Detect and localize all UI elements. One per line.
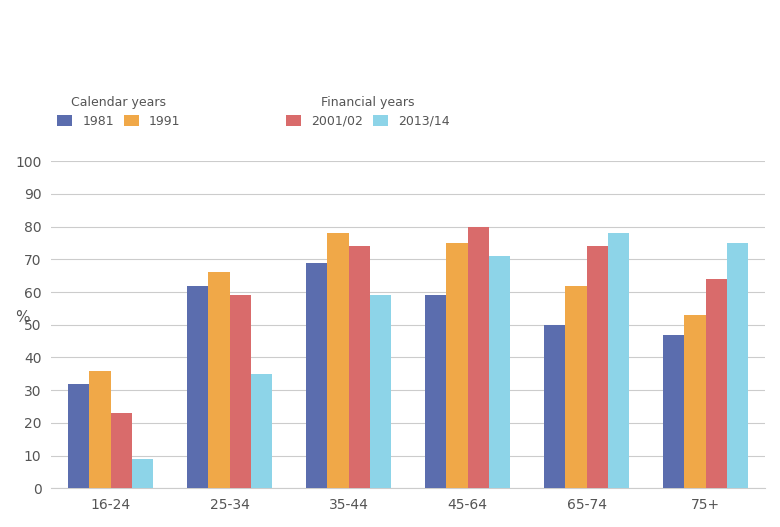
Bar [705,279,727,489]
Bar [446,243,467,489]
Bar [68,384,89,489]
Bar [186,286,208,489]
Bar [727,243,748,489]
Bar [565,286,587,489]
Bar [544,325,565,489]
Bar [489,256,510,489]
Bar [467,227,489,489]
Bar [208,272,229,489]
Bar [89,370,111,489]
Bar [251,374,272,489]
Bar [229,295,251,489]
Bar [349,246,370,489]
Bar [306,262,327,489]
Bar [663,335,684,489]
Bar [424,295,446,489]
Bar [111,413,132,489]
Bar [132,459,154,489]
Bar [684,315,705,489]
Y-axis label: %: % [16,310,30,325]
Legend: 2001/02, 2013/14: 2001/02, 2013/14 [285,95,449,128]
Bar [370,295,392,489]
Bar [327,233,349,489]
Bar [608,233,629,489]
Bar [587,246,608,489]
